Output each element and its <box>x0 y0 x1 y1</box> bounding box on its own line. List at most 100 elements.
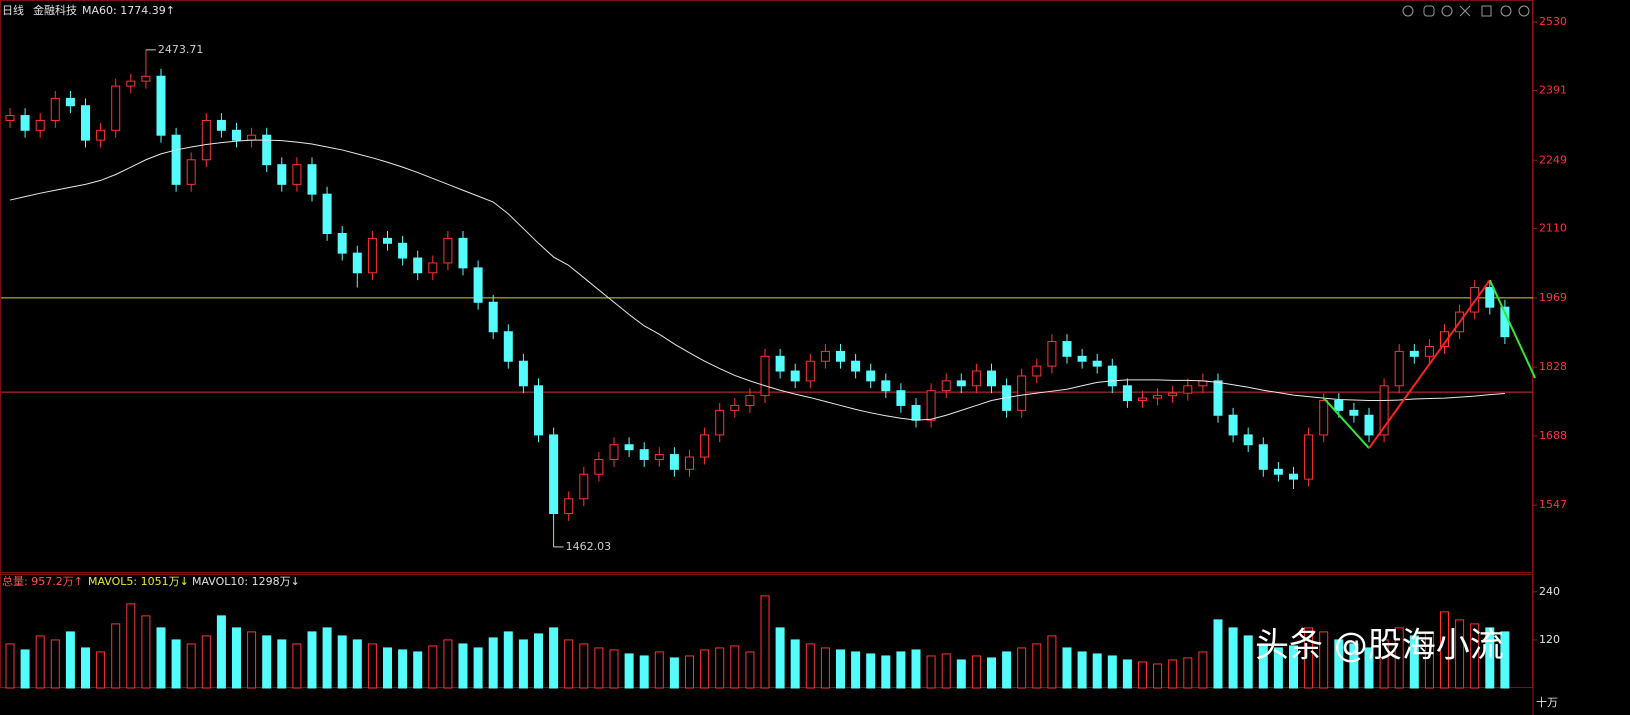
candle-body <box>715 409 725 436</box>
icon[interactable] <box>1459 5 1471 17</box>
volume-bar <box>911 649 921 689</box>
annotation: 1462.03 <box>566 540 612 553</box>
volume-bar <box>1092 653 1102 689</box>
y-tick-label: 2249 <box>1539 153 1567 166</box>
candle-body <box>141 75 151 82</box>
candle-body <box>1138 397 1147 402</box>
volume-bar <box>262 635 272 689</box>
candle-body <box>518 360 528 387</box>
volume-bar <box>1424 631 1434 689</box>
volume-bar <box>352 639 362 689</box>
ma-label: MA60: 1774.39↑ <box>82 4 175 17</box>
volume-bar <box>1243 635 1253 689</box>
candle-body <box>564 498 574 515</box>
volume-bar <box>126 603 136 689</box>
candle-body <box>488 301 498 333</box>
candle-body <box>1092 360 1102 367</box>
candle-body <box>1289 473 1298 480</box>
candle-body <box>866 370 876 382</box>
volume-bar <box>1153 663 1163 689</box>
volume-bar <box>851 651 861 689</box>
volume-bar <box>669 657 679 689</box>
stock-name: 金融科技 <box>33 3 77 17</box>
volume-bar <box>775 627 785 689</box>
icon[interactable] <box>1402 5 1414 17</box>
icon[interactable] <box>1441 5 1453 17</box>
mavol10-label: MAVOL10: 1298万↓ <box>192 575 300 588</box>
candle-body <box>111 85 121 131</box>
volume-bar <box>926 655 936 689</box>
candle-body <box>987 370 996 387</box>
volume-bar <box>1500 631 1510 689</box>
candle-body <box>292 164 302 185</box>
annotation: 2473.71 <box>158 43 204 56</box>
y-tick-label: 1688 <box>1539 429 1567 442</box>
volume-bar <box>1107 655 1117 689</box>
volume-bar <box>1319 631 1329 689</box>
icon[interactable] <box>1518 5 1530 17</box>
y-tick-label: 1828 <box>1539 360 1567 373</box>
volume-bar <box>971 655 981 689</box>
volume-bar <box>1047 635 1057 689</box>
icon[interactable] <box>1481 5 1492 17</box>
candle-body <box>5 115 15 121</box>
candle-body <box>352 252 362 274</box>
candle-body <box>639 449 649 460</box>
candle-body <box>1107 365 1117 387</box>
candle-body <box>171 134 181 185</box>
candle-body <box>1424 345 1434 357</box>
y-tick-label: 1547 <box>1539 498 1567 511</box>
icon[interactable] <box>1500 5 1512 17</box>
y-tick-label: 2530 <box>1539 15 1567 28</box>
volume-bar <box>398 649 408 689</box>
candle-body <box>1153 395 1163 399</box>
volume-bar <box>443 639 453 689</box>
candle-body <box>216 119 226 131</box>
volume-bar <box>1002 651 1012 689</box>
candle-body <box>549 434 559 515</box>
volume-bar <box>1077 651 1087 689</box>
volume-bar <box>488 637 498 689</box>
candle-body <box>971 370 981 387</box>
zigzag-segment <box>1368 279 1491 449</box>
volume-bar <box>322 627 332 689</box>
candle-body <box>35 119 45 131</box>
candle-body <box>896 390 906 406</box>
candle-body <box>383 237 392 244</box>
volume-bar <box>745 651 755 689</box>
volume-bar <box>639 655 649 689</box>
candle-body <box>1485 287 1495 308</box>
volume-bar <box>171 639 181 689</box>
ma60-line <box>9 139 1505 421</box>
volume-bar <box>1394 627 1404 689</box>
candle-body <box>247 134 257 141</box>
candle-body <box>1334 400 1344 411</box>
volume-bar <box>534 633 543 689</box>
volume-bar <box>579 643 589 689</box>
volume-bar <box>1379 639 1389 689</box>
volume-bar <box>1455 619 1465 689</box>
candle-body <box>428 262 438 274</box>
volume-bar <box>1289 645 1298 689</box>
volume-bar <box>956 659 966 689</box>
candle-body <box>20 115 30 131</box>
volume-bar <box>1122 659 1132 689</box>
watermark: 头条 @股海小流 <box>1255 626 1504 666</box>
volume-bar <box>654 651 664 689</box>
zigzag-segment <box>1488 279 1537 379</box>
candle-body <box>579 473 589 500</box>
volume-bar <box>685 655 694 689</box>
vol-unit: 十万 <box>1536 695 1558 709</box>
icon[interactable] <box>1423 5 1435 17</box>
volume-bar <box>428 645 438 689</box>
vol-tick-label: 120 <box>1539 633 1560 646</box>
y-tick-label: 2391 <box>1539 83 1567 96</box>
volume-bar <box>277 639 287 689</box>
volume-bar <box>760 595 770 689</box>
candle-body <box>1364 414 1374 436</box>
candle-body <box>156 75 166 136</box>
candle-body <box>337 232 347 254</box>
volume-bar <box>1440 611 1449 689</box>
volume-bar <box>624 653 634 689</box>
